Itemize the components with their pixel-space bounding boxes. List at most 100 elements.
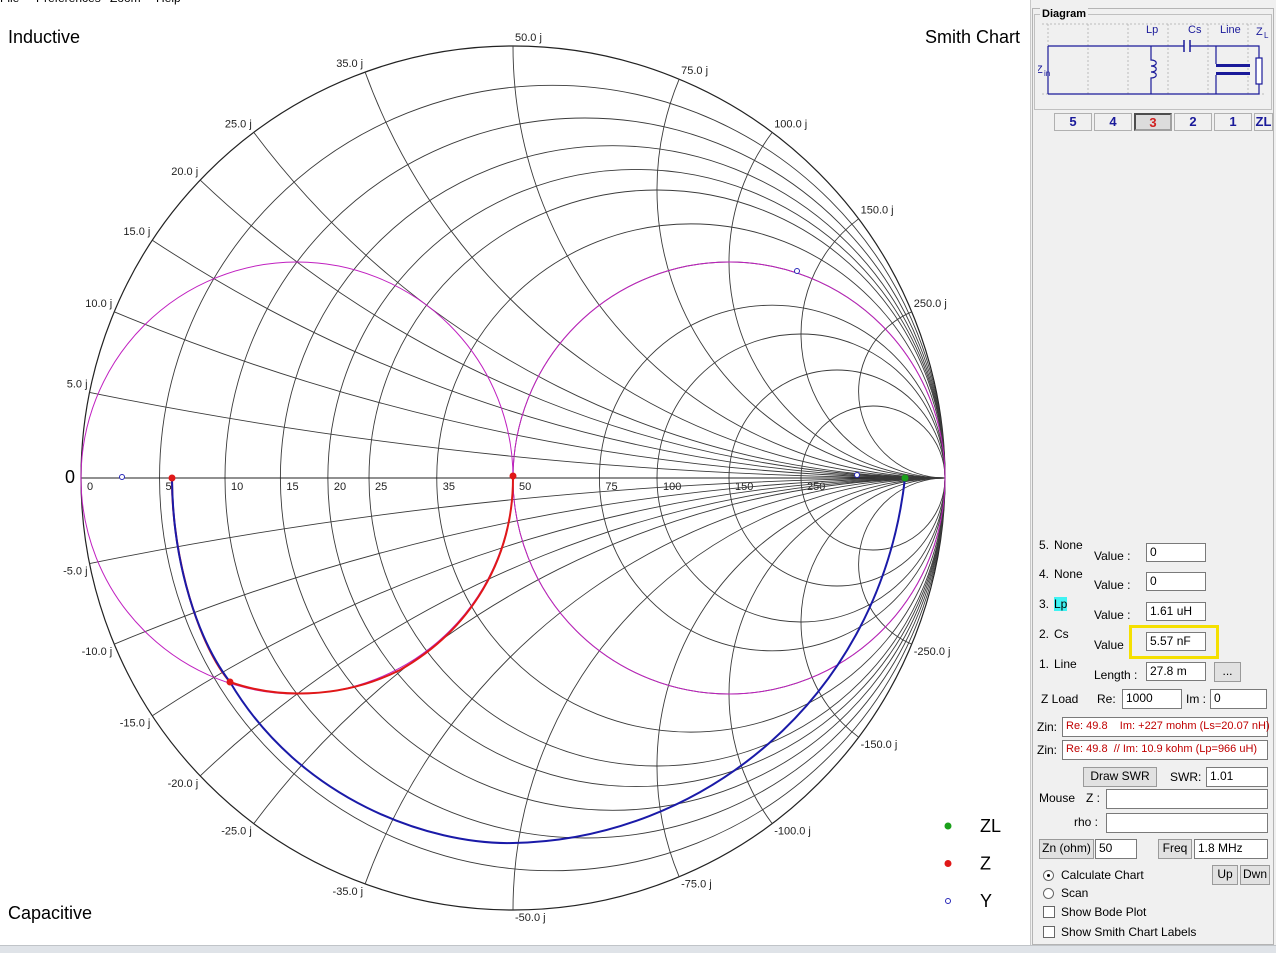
- resistance-label: 15: [286, 481, 298, 493]
- swr-curve: [171, 477, 906, 845]
- radio[interactable]: [1043, 888, 1054, 899]
- wire: [1047, 45, 1246, 95]
- legend-label: Y: [980, 891, 992, 911]
- menu-item[interactable]: Preferences: [36, 0, 101, 5]
- reactance-label: 100.0 j: [774, 118, 807, 130]
- inductor: [1150, 46, 1157, 94]
- reactance-arc: [364, 477, 946, 885]
- stage-button[interactable]: 3: [1134, 113, 1172, 131]
- radio-label[interactable]: Scan: [1061, 886, 1089, 900]
- resistance-label: 5: [166, 481, 172, 493]
- menu-item[interactable]: File: [0, 0, 19, 5]
- reactance-label: -20.0 j: [168, 778, 199, 790]
- reactance-label: -15.0 j: [120, 718, 151, 730]
- component-value[interactable]: 1.61 uH: [1146, 602, 1206, 621]
- reactance-label: -10.0 j: [82, 646, 113, 658]
- swr-value[interactable]: 1.01: [1206, 767, 1268, 787]
- reactance-label: 35.0 j: [336, 58, 363, 70]
- cs-label: Cs: [1188, 24, 1202, 36]
- component-value[interactable]: 27.8 m: [1146, 662, 1206, 681]
- re-label: Re:: [1097, 692, 1116, 706]
- line-label: Line: [1220, 24, 1241, 36]
- freq-value[interactable]: 1.8 MHz: [1194, 839, 1268, 859]
- capacitive-label: Capacitive: [8, 903, 92, 923]
- re-input[interactable]: 1000: [1122, 689, 1182, 709]
- reactance-arc: [728, 477, 946, 824]
- menu-item[interactable]: Help: [156, 0, 181, 5]
- component-field-label: Value :: [1094, 608, 1131, 622]
- component-name: Cs: [1054, 627, 1069, 641]
- component-number: 4.: [1039, 567, 1050, 581]
- checkbox-label[interactable]: Show Smith Chart Labels: [1061, 925, 1197, 939]
- component-name: None: [1054, 567, 1083, 581]
- reactance-arc: [199, 477, 946, 777]
- rho-label: rho :: [1074, 815, 1099, 829]
- stage-button[interactable]: 2: [1174, 113, 1212, 131]
- up-button[interactable]: Up: [1212, 865, 1238, 885]
- component-number: 1.: [1039, 657, 1050, 671]
- stage-button[interactable]: 1: [1214, 113, 1252, 131]
- checkbox-label[interactable]: Show Bode Plot: [1061, 905, 1147, 919]
- y-point: [794, 268, 800, 274]
- reactance-label: -5.0 j: [63, 565, 87, 577]
- component-value[interactable]: 0: [1146, 572, 1206, 591]
- zin-symbol: Z: [1038, 64, 1043, 76]
- resistance-label: 0: [87, 481, 93, 493]
- checkbox[interactable]: [1043, 926, 1055, 938]
- reactance-label: 150.0 j: [861, 205, 894, 217]
- transmission-line: [1216, 64, 1250, 67]
- component-number: 3.: [1039, 597, 1050, 611]
- checkbox[interactable]: [1043, 906, 1055, 918]
- down-button[interactable]: Dwn: [1240, 865, 1270, 885]
- reactance-arc: [364, 71, 946, 479]
- stage-button[interactable]: 5: [1054, 113, 1092, 131]
- radio-label[interactable]: Calculate Chart: [1061, 868, 1144, 882]
- freq-button[interactable]: Freq: [1158, 839, 1192, 859]
- reactance-label: -100.0 j: [774, 826, 811, 838]
- menu-item[interactable]: Zoom: [110, 0, 141, 5]
- stage-button[interactable]: ZL: [1254, 113, 1273, 131]
- component-value[interactable]: 5.57 nF: [1146, 632, 1206, 651]
- component-value[interactable]: 0: [1146, 543, 1206, 562]
- im-input[interactable]: 0: [1210, 689, 1267, 709]
- zn-value[interactable]: 50: [1095, 839, 1137, 859]
- y-point: [119, 474, 125, 480]
- z-point: [168, 474, 176, 482]
- zin-label: Zin:: [1037, 720, 1058, 734]
- reactance-arc: [114, 477, 946, 645]
- draw-swr-button[interactable]: Draw SWR: [1083, 767, 1157, 787]
- reactance-arc: [858, 477, 946, 645]
- zn-button[interactable]: Zn (ohm): [1039, 839, 1094, 859]
- stage-button[interactable]: 4: [1094, 113, 1132, 131]
- zl-subscript: L: [1264, 31, 1269, 40]
- reactance-arc: [512, 477, 946, 911]
- legend-marker: [945, 898, 951, 904]
- resistance-label: 75: [605, 481, 617, 493]
- legend-marker: [944, 860, 952, 867]
- reactance-label: -25.0 j: [221, 826, 252, 838]
- reactance-label: 250.0 j: [914, 298, 947, 310]
- reactance-arc: [512, 45, 946, 479]
- zload-label: Z Load: [1041, 692, 1079, 706]
- swr-label: SWR:: [1170, 770, 1202, 784]
- component-name: Line: [1054, 657, 1077, 671]
- radio[interactable]: [1043, 870, 1054, 881]
- reactance-arc: [253, 132, 946, 479]
- mouse-label: Mouse: [1039, 791, 1076, 805]
- rho-value[interactable]: [1106, 813, 1268, 833]
- component-field-label: Value :: [1094, 549, 1131, 563]
- reactance-arc: [152, 239, 946, 479]
- reactance-arc: [858, 311, 946, 479]
- mouse-z-value[interactable]: [1106, 789, 1268, 809]
- radio-dot: [1047, 874, 1050, 877]
- reactance-arc: [656, 79, 946, 479]
- zin-subscript: in: [1044, 69, 1050, 78]
- zl-symbol: Z: [1256, 26, 1263, 38]
- lp-label: Lp: [1146, 24, 1158, 36]
- component-field-label: Length :: [1094, 668, 1138, 682]
- more-button[interactable]: ...: [1214, 662, 1241, 682]
- inductive-label: Inductive: [8, 27, 80, 47]
- zin-label: Zin:: [1037, 743, 1058, 757]
